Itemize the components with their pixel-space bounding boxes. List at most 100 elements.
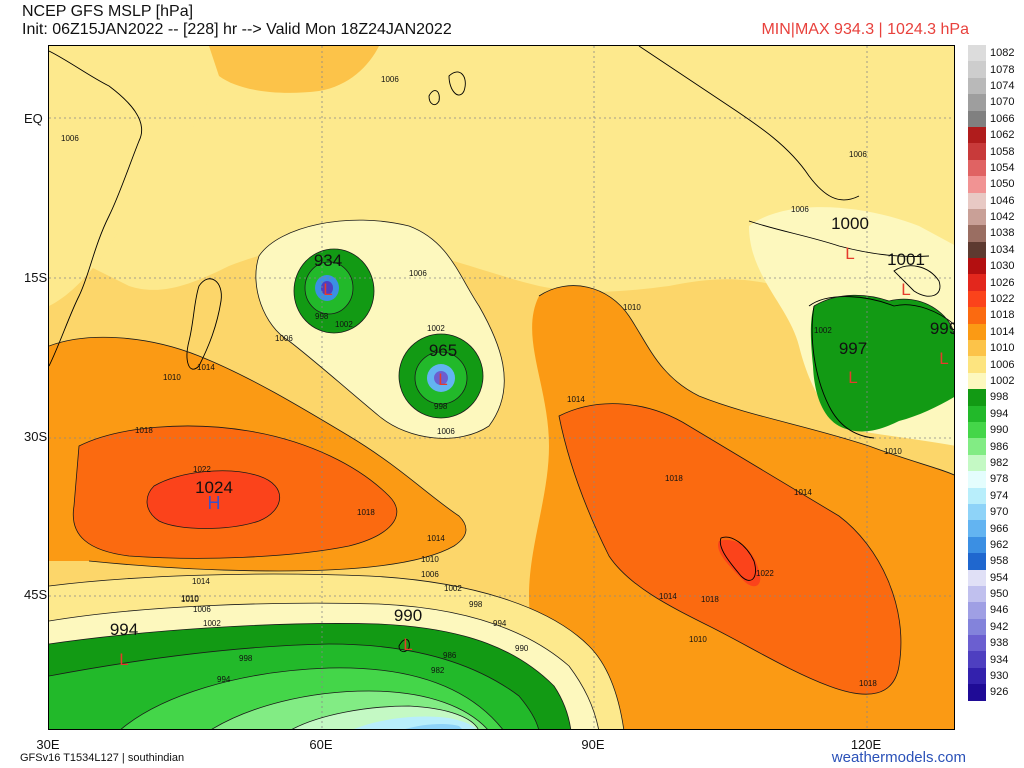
contour-label: 1018 <box>859 679 877 688</box>
legend-label: 962 <box>990 538 1009 551</box>
low-marker: L <box>901 280 910 299</box>
legend-label: 1006 <box>990 358 1015 371</box>
center-value: 1024 <box>195 478 233 497</box>
legend-level: 1006 <box>968 356 1020 373</box>
legend-label: 934 <box>990 653 1009 666</box>
contour-label: 1006 <box>421 570 439 579</box>
legend-label: 926 <box>990 686 1009 699</box>
legend-swatch <box>968 159 986 177</box>
contour-label: 1018 <box>135 426 153 435</box>
legend-label: 966 <box>990 522 1009 535</box>
lat-label-15s: 15S <box>24 270 48 285</box>
high-core-east <box>718 540 761 587</box>
legend-swatch <box>968 667 986 685</box>
map-title: NCEP GFS MSLP [hPa] <box>22 3 194 20</box>
lon-label-90e: 90E <box>581 737 605 752</box>
contour-label: 1010 <box>421 555 439 564</box>
coastlines <box>49 46 954 653</box>
contour-label: 1014 <box>567 395 585 404</box>
legend-swatch <box>968 520 986 537</box>
legend-swatch <box>968 602 986 619</box>
legend-swatch <box>968 503 986 521</box>
contour-label: 998 <box>239 654 253 663</box>
brand-link[interactable]: weathermodels.com <box>831 749 966 766</box>
legend-level: 974 <box>968 487 1020 504</box>
contour-label: 998 <box>434 402 448 411</box>
pressure-centers: 934 L 965 L 1024 H 1000 L 1001 L 997 L 9… <box>110 214 954 669</box>
legend-swatch <box>968 405 986 422</box>
legend-label: 930 <box>990 670 1009 683</box>
low-marker: L <box>438 370 447 389</box>
contour-label: 1002 <box>203 619 221 628</box>
legend-label: 974 <box>990 489 1009 502</box>
lat-lon-grid <box>49 46 954 729</box>
contour-label: 1014 <box>197 363 215 372</box>
legend-swatch <box>968 585 986 603</box>
contour-label: 986 <box>443 651 457 660</box>
legend-label: 1010 <box>990 342 1015 355</box>
high-marker: H <box>208 493 221 513</box>
legend-label: 1066 <box>990 112 1015 125</box>
legend-swatch <box>968 651 986 668</box>
contour-label: 1002 <box>814 326 832 335</box>
legend-level: 1074 <box>968 77 1020 95</box>
legend-label: 1074 <box>990 79 1015 92</box>
legend-swatch <box>968 635 986 652</box>
legend-level: 962 <box>968 536 1020 554</box>
legend-swatch <box>968 307 986 324</box>
legend-label: 994 <box>990 407 1009 420</box>
legend-label: 1058 <box>990 145 1015 158</box>
contour-label: 998 <box>469 600 483 609</box>
legend-label: 1002 <box>990 375 1015 387</box>
legend-swatch <box>968 438 986 455</box>
legend-level: 1026 <box>968 274 1020 291</box>
legend-level: 1058 <box>968 143 1020 160</box>
legend-level: 934 <box>968 651 1020 668</box>
contour-label: 1014 <box>659 592 677 601</box>
legend-label: 978 <box>990 473 1009 486</box>
legend-label: 946 <box>990 604 1009 617</box>
legend-label: 1030 <box>990 260 1015 273</box>
legend-label: 1078 <box>990 63 1015 76</box>
legend-level: 1038 <box>968 225 1020 242</box>
center-value: 965 <box>429 341 457 360</box>
contour-label: 1018 <box>357 508 375 517</box>
legend-level: 930 <box>968 667 1020 685</box>
legend-level: 1030 <box>968 258 1020 275</box>
legend-level: 938 <box>968 635 1020 652</box>
legend-level: 950 <box>968 585 1020 603</box>
legend-level: 1066 <box>968 110 1020 127</box>
legend-swatch <box>968 192 986 209</box>
legend-swatch <box>968 208 986 226</box>
legend-swatch <box>968 454 986 472</box>
cyclone-965-core <box>434 371 448 385</box>
legend-level: 1002 <box>968 372 1020 390</box>
high-core-1022 <box>147 470 280 529</box>
contour-label: 1006 <box>61 134 79 143</box>
low-marker: L <box>403 635 412 654</box>
lon-label-30e: 30E <box>36 737 60 752</box>
contour-label: 1006 <box>381 75 399 84</box>
legend-swatch <box>968 536 986 554</box>
contour-label: 994 <box>493 619 507 628</box>
model-info: GFSv16 T1534L127 | southindian <box>20 752 185 764</box>
legend-swatch <box>968 553 986 570</box>
legend-level: 998 <box>968 389 1020 406</box>
legend-swatch <box>968 323 986 341</box>
contour-label: 1002 <box>335 320 353 329</box>
legend-label: 1038 <box>990 227 1015 240</box>
legend-label: 1054 <box>990 161 1015 174</box>
field-1006-west <box>49 46 229 306</box>
legend-label: 998 <box>990 391 1009 404</box>
legend-level: 1050 <box>968 176 1020 193</box>
legend-swatch <box>968 45 986 62</box>
contour-label: 1010 <box>884 447 902 456</box>
center-value: 997 <box>839 339 867 358</box>
contour-label: 1010 <box>181 595 199 604</box>
legend-level: 1010 <box>968 340 1020 357</box>
legend-level: 946 <box>968 602 1020 619</box>
legend-swatch <box>968 241 986 259</box>
legend-swatch <box>968 618 986 636</box>
contour-label: 1006 <box>275 334 293 343</box>
contour-label: 1018 <box>665 474 683 483</box>
